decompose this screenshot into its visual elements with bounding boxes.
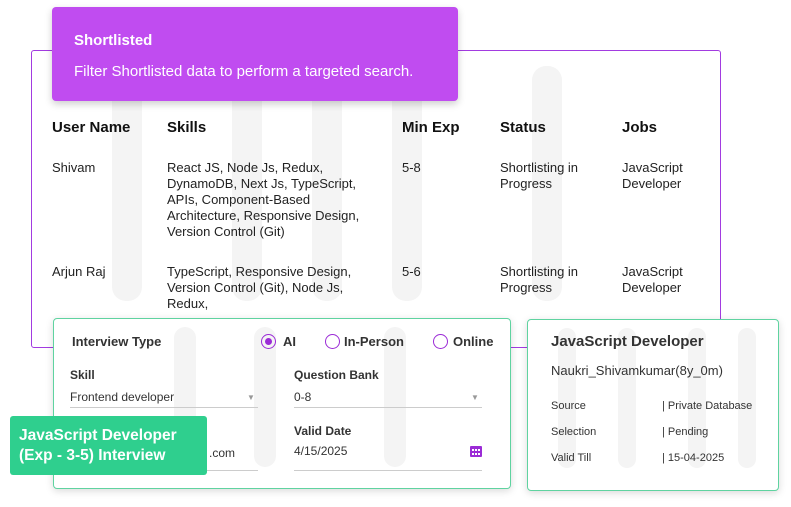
selection-value: | Pending — [662, 426, 709, 438]
radio-online[interactable] — [433, 334, 448, 349]
chevron-down-icon: ▼ — [247, 393, 255, 402]
cell-min-exp: 5-8 — [402, 160, 421, 175]
source-label: Source — [551, 400, 586, 412]
cell-jobs: JavaScript Developer — [622, 264, 683, 295]
valid-till-value: | 15-04-2025 — [662, 452, 725, 464]
header-jobs[interactable]: Jobs — [622, 119, 658, 136]
shortlisted-tooltip: Shortlisted Filter Shortlisted data to p… — [52, 7, 458, 101]
question-bank-label: Question Bank — [294, 368, 379, 382]
valid-till-label: Valid Till — [551, 452, 592, 464]
job-card-title: JavaScript Developer — [551, 333, 704, 350]
cell-min-exp: 5-6 — [402, 264, 421, 279]
radio-ai[interactable] — [261, 334, 276, 349]
header-min-exp[interactable]: Min Exp — [402, 119, 460, 136]
radio-in-person[interactable] — [325, 334, 340, 349]
skill-label: Skill — [70, 368, 95, 382]
source-value: | Private Database — [662, 400, 753, 412]
interview-badge: JavaScript Developer (Exp - 3-5) Intervi… — [10, 416, 207, 475]
chevron-down-icon: ▼ — [471, 393, 479, 402]
question-bank-value: 0-8 — [294, 390, 312, 404]
cell-skills: React JS, Node Js, Redux, DynamoDB, Next… — [167, 160, 360, 239]
valid-date-label: Valid Date — [294, 424, 352, 438]
tooltip-title: Shortlisted — [74, 32, 153, 49]
badge-line1: JavaScript Developer — [19, 427, 177, 444]
email-value: .com — [209, 446, 236, 460]
radio-online-label[interactable]: Online — [453, 334, 494, 349]
valid-date-value: 4/15/2025 — [294, 444, 348, 458]
interview-type-label: Interview Type — [72, 334, 162, 349]
job-card-candidate: Naukri_Shivamkumar(8y_0m) — [551, 363, 723, 378]
cell-status: Shortlisting in Progress — [500, 160, 579, 191]
skill-value: Frontend developer — [70, 390, 175, 404]
selection-label: Selection — [551, 426, 597, 438]
radio-ai-label[interactable]: AI — [283, 334, 296, 349]
cell-status: Shortlisting in Progress — [500, 264, 579, 295]
job-card: JavaScript Developer Naukri_Shivamkumar(… — [527, 319, 779, 491]
cell-user-name: Shivam — [52, 160, 96, 175]
header-user-name[interactable]: User Name — [52, 119, 131, 136]
cell-skills: TypeScript, Responsive Design, Version C… — [167, 264, 352, 311]
header-skills[interactable]: Skills — [167, 119, 207, 136]
tooltip-subtitle: Filter Shortlisted data to perform a tar… — [74, 63, 414, 80]
header-status[interactable]: Status — [500, 119, 546, 136]
radio-in-person-label[interactable]: In-Person — [344, 334, 404, 349]
cell-jobs: JavaScript Developer — [622, 160, 683, 191]
badge-line2: (Exp - 3-5) Interview — [19, 447, 166, 464]
calendar-icon[interactable] — [470, 445, 482, 457]
cell-user-name: Arjun Raj — [52, 264, 106, 279]
